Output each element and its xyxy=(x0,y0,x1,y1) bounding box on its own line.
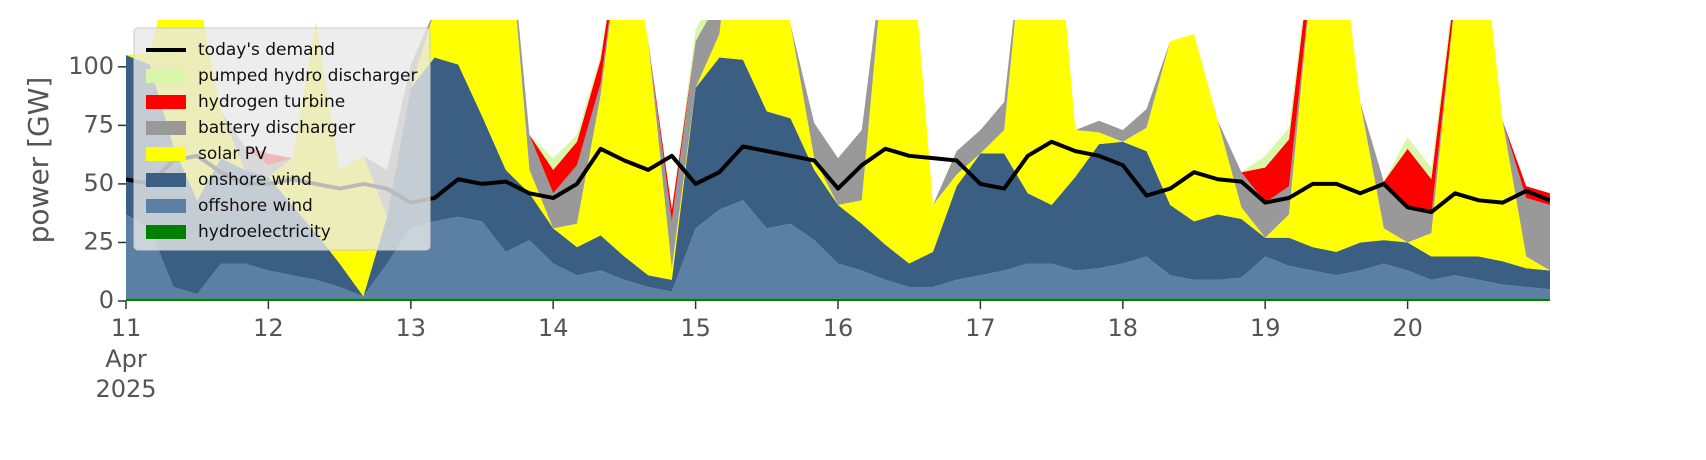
y-tick-label: 75 xyxy=(83,110,114,138)
legend-swatch xyxy=(146,69,186,83)
legend-label: today's demand xyxy=(198,40,335,60)
y-axis-label: power [GW] xyxy=(22,77,55,244)
legend-label: solar PV xyxy=(198,144,267,164)
y-tick-label: 25 xyxy=(83,227,114,255)
legend-label: onshore wind xyxy=(198,170,312,190)
y-tick-label: 0 xyxy=(99,286,114,314)
area xyxy=(126,55,1550,297)
legend-label: offshore wind xyxy=(198,196,313,216)
y-tick-label: 50 xyxy=(83,169,114,197)
area xyxy=(126,20,1550,222)
x-tick-label: 11 xyxy=(111,314,142,342)
x-tick-sublabel: Apr xyxy=(105,345,147,373)
legend-label: battery discharger xyxy=(198,118,355,138)
x-tick-label: 14 xyxy=(538,314,569,342)
x-tick-label: 18 xyxy=(1108,314,1139,342)
x-tick-label: 15 xyxy=(680,314,711,342)
x-tick-label: 16 xyxy=(823,314,854,342)
area xyxy=(126,200,1550,299)
area xyxy=(126,20,1550,297)
legend-box xyxy=(133,27,431,251)
legend-swatch xyxy=(146,147,186,161)
x-tick-sublabel: 2025 xyxy=(95,375,156,403)
x-tick-label: 19 xyxy=(1250,314,1281,342)
legend-label: hydrogen turbine xyxy=(198,92,345,112)
legend-label: pumped hydro discharger xyxy=(198,66,417,86)
x-tick-label: 20 xyxy=(1392,314,1423,342)
x-tick-label: 12 xyxy=(253,314,284,342)
legend-swatch xyxy=(146,95,186,109)
legend-label: hydroelectricity xyxy=(198,222,331,242)
legend-swatch xyxy=(146,225,186,239)
legend-swatch xyxy=(146,121,186,135)
legend-swatch xyxy=(146,199,186,213)
legend-swatch xyxy=(146,173,186,187)
area xyxy=(126,298,1550,301)
x-tick-label: 13 xyxy=(396,314,427,342)
y-tick-label: 100 xyxy=(68,52,114,80)
x-tick-label: 17 xyxy=(965,314,996,342)
